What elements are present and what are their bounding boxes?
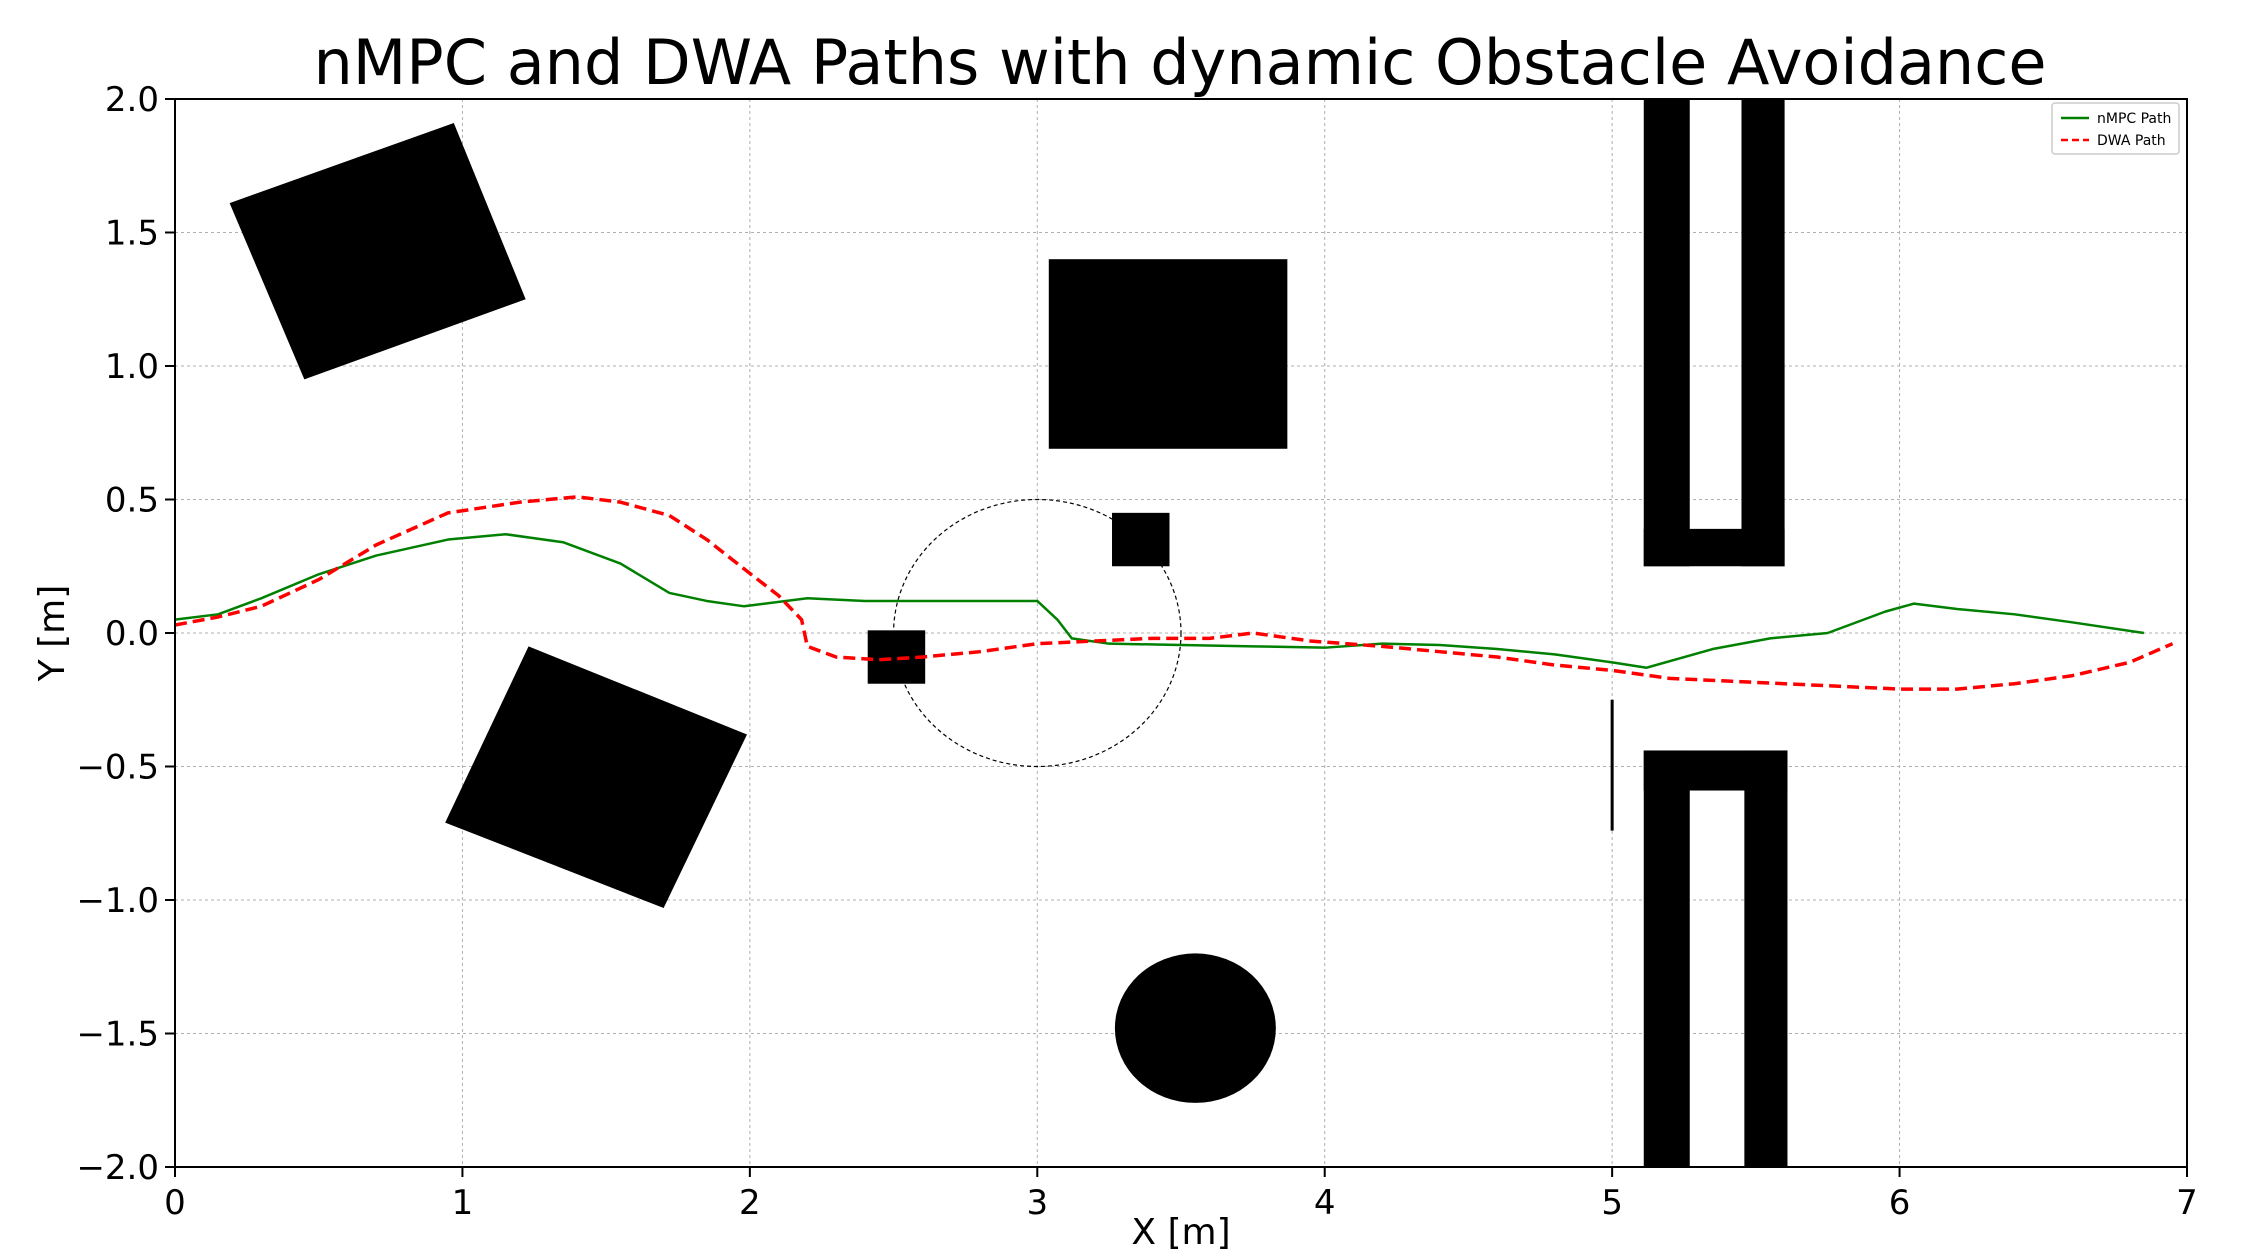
x-tick-label: 7	[2176, 1183, 2198, 1223]
x-tick-label: 1	[452, 1183, 474, 1223]
x-axis-ticks: 0 1 2 3 4 5 6 7	[164, 1167, 2198, 1223]
x-tick-label: 4	[1314, 1183, 1336, 1223]
obstacle-rect	[1741, 99, 1785, 567]
obstacle-rect	[1744, 750, 1788, 1167]
y-axis-label: Y [m]	[32, 585, 73, 683]
obstacle-polygon	[229, 123, 526, 380]
y-tick-label: −1.5	[76, 1015, 159, 1055]
y-tick-label: 0.0	[105, 614, 159, 654]
series-lines	[174, 495, 2174, 691]
x-tick-label: 2	[739, 1183, 761, 1223]
obstacle-rect	[1643, 750, 1788, 791]
y-tick-label: 1.0	[105, 347, 159, 387]
obstacle-rect	[1643, 528, 1785, 567]
obstacles	[229, 99, 1788, 1167]
legend-label-nmpc: nMPC Path	[2097, 111, 2171, 127]
y-tick-label: 0.5	[105, 481, 159, 521]
legend: nMPC Path DWA Path	[2051, 102, 2180, 155]
dwa-path-line	[174, 495, 2174, 691]
nmpc-path-line	[174, 532, 2145, 669]
x-tick-label: 3	[1026, 1183, 1048, 1223]
y-tick-label: −2.0	[76, 1148, 159, 1188]
y-tick-label: −1.0	[76, 881, 159, 921]
x-axis-label: X [m]	[1131, 1212, 1230, 1253]
x-tick-label: 5	[1601, 1183, 1623, 1223]
y-tick-label: 2.0	[105, 80, 159, 120]
y-tick-label: 1.5	[105, 214, 159, 254]
legend-label-dwa: DWA Path	[2097, 133, 2166, 149]
obstacle-circle	[1114, 953, 1276, 1103]
obstacle-polygon	[445, 646, 747, 909]
x-tick-label: 0	[164, 1183, 186, 1223]
chart-title: nMPC and DWA Paths with dynamic Obstacle…	[314, 26, 2047, 99]
y-tick-label: −0.5	[76, 748, 159, 788]
obstacle-rect	[1048, 259, 1288, 449]
y-axis-ticks: −2.0 −1.5 −1.0 −0.5 0.0 0.5 1.0 1.5 2.0	[76, 80, 175, 1188]
obstacle-rect	[1643, 99, 1690, 567]
dynamic-obstacle-zone	[892, 498, 1182, 768]
x-tick-label: 6	[1889, 1183, 1911, 1223]
obstacle-rect	[1643, 750, 1690, 1167]
